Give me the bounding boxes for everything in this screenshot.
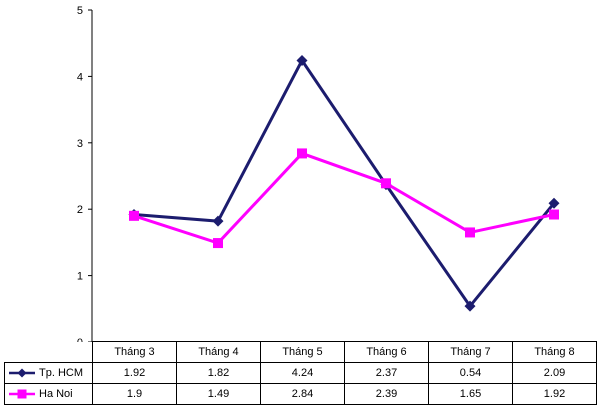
data-point-diamond [548,197,560,209]
y-axis-ticks: 0 1 2 3 4 5 [77,5,92,342]
table-row-tp-hcm: Tp. HCM 1.92 1.82 4.24 2.37 0.54 2.09 [4,362,597,384]
data-label: 1.92 [512,383,597,405]
y-tick-label: 2 [77,204,83,216]
chart-plot: 0 1 2 3 4 5 [77,5,595,342]
data-table: Tháng 3 Tháng 4 Tháng 5 Tháng 6 Tháng 7 … [4,341,597,405]
data-point-square [465,227,475,238]
legend-label: Tp. HCM [39,367,83,379]
data-point-diamond [212,215,224,227]
y-tick-label: 5 [77,5,83,17]
x-tick-label: Tháng 5 [260,341,345,363]
table-header-row: Tháng 3 Tháng 4 Tháng 5 Tháng 6 Tháng 7 … [4,341,597,363]
data-point-square [381,178,391,189]
data-label: 1.65 [428,383,513,405]
data-label: 1.82 [176,362,261,384]
series-line-0 [133,57,556,309]
data-label: 1.92 [92,362,177,384]
data-point-square [549,209,559,220]
x-tick-label: Tháng 3 [92,341,177,363]
data-point-diamond [464,300,476,312]
data-label: 2.39 [344,383,429,405]
data-point-square [213,238,223,249]
data-label: 2.37 [344,362,429,384]
data-point-square [129,210,139,221]
data-label: 1.9 [92,383,177,405]
y-tick-label: 3 [77,138,83,150]
series-line-1 [133,151,555,245]
data-label: 1.49 [176,383,261,405]
legend-label: Ha Noi [39,388,73,400]
table-corner [4,341,93,363]
data-point-square [297,148,307,159]
table-row-ha-noi: Ha Noi 1.9 1.49 2.84 2.39 1.65 1.92 [4,383,597,405]
x-tick-label: Tháng 6 [344,341,429,363]
legend-entry-tp-hcm: Tp. HCM [4,362,93,384]
x-tick-label: Tháng 7 [428,341,513,363]
series-layer [128,54,560,312]
x-tick-label: Tháng 4 [176,341,261,363]
diamond-marker-icon [9,368,35,378]
y-tick-label: 0 [77,337,83,342]
y-tick-label: 4 [77,71,83,83]
square-marker-icon [9,389,35,399]
legend-entry-ha-noi: Ha Noi [4,383,93,405]
x-tick-label: Tháng 8 [512,341,597,363]
data-label: 2.84 [260,383,345,405]
y-tick-label: 1 [77,271,83,283]
data-point-diamond [296,54,308,66]
data-label: 4.24 [260,362,345,384]
data-label: 0.54 [428,362,513,384]
data-label: 2.09 [512,362,597,384]
